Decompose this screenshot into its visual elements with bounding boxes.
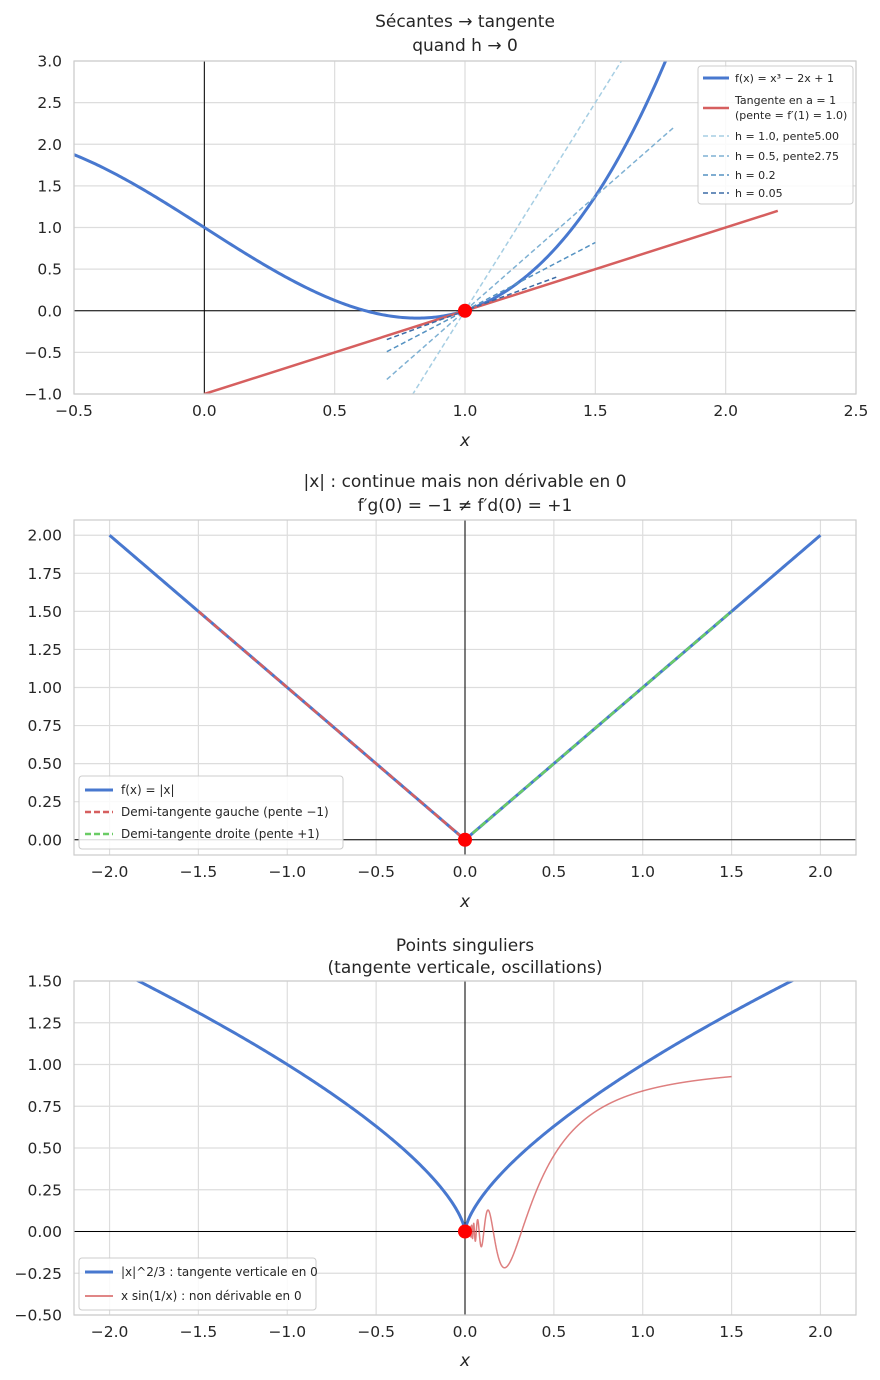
y-tick-label: 2.5	[37, 94, 62, 112]
panel1-legend-label-2: h = 1.0, pente5.00	[735, 130, 839, 143]
panel3-title-line2: (tangente verticale, oscillations)	[328, 958, 603, 978]
panel3-xlabel: x	[459, 1351, 471, 1371]
x-tick-label: 0.0	[453, 863, 478, 881]
y-tick-label: −1.0	[24, 386, 62, 404]
highlight-point	[458, 832, 472, 847]
panel2-xlabel: x	[459, 892, 471, 912]
panel1-xlabel: x	[459, 431, 471, 451]
panel1-legend-label-1b: (pente = f′(1) = 1.0)	[735, 109, 847, 122]
y-tick-label: 0.25	[27, 793, 62, 811]
panel1-legend-box	[697, 65, 854, 205]
x-tick-label: 0.0	[192, 402, 217, 420]
panel3-frame	[73, 980, 857, 1316]
y-tick-label: 0.75	[27, 717, 62, 735]
series-line-2	[411, 61, 623, 394]
series-line-3	[386, 127, 675, 380]
panel2-frame	[73, 519, 857, 856]
y-tick-label: 0.00	[27, 831, 62, 849]
panel3-title-line1: Points singuliers	[396, 936, 534, 956]
series-line-1	[197, 610, 466, 841]
panel1-legend-label-0: f(x) = x³ − 2x + 1	[735, 72, 834, 85]
x-tick-label: −0.5	[357, 863, 395, 881]
y-tick-label: 0.50	[27, 755, 62, 773]
y-tick-label: 0.00	[27, 1223, 62, 1241]
y-tick-label: 0.75	[27, 1098, 62, 1116]
y-tick-label: 1.5	[37, 177, 62, 195]
y-tick-label: 3.0	[37, 53, 62, 71]
y-tick-label: 2.00	[27, 527, 62, 545]
x-tick-label: −1.0	[268, 1323, 306, 1341]
y-tick-label: 1.25	[27, 1014, 62, 1032]
panel1-legend-label-1: Tangente en a = 1	[734, 94, 836, 107]
y-tick-label: 1.50	[27, 603, 62, 621]
x-tick-label: 0.5	[542, 1323, 567, 1341]
y-tick-label: 1.50	[27, 973, 62, 991]
x-tick-label: 1.0	[630, 863, 655, 881]
highlight-point	[458, 303, 472, 318]
panel1-title-line1: Sécantes → tangente	[375, 12, 555, 32]
panel1-legend-label-3: h = 0.5, pente2.75	[735, 150, 839, 163]
x-tick-label: 2.0	[713, 402, 738, 420]
y-tick-label: 1.75	[27, 565, 62, 583]
y-tick-label: −0.25	[15, 1265, 63, 1283]
panel2-legend-box	[78, 775, 344, 850]
x-tick-label: −2.0	[91, 1323, 129, 1341]
y-tick-label: −0.5	[24, 344, 62, 362]
panel1-frame	[73, 60, 857, 395]
x-tick-label: −1.0	[268, 863, 306, 881]
panel2-legend-label-0: f(x) = |x|	[121, 783, 175, 797]
x-tick-label: 0.0	[453, 1323, 478, 1341]
series-line-1	[466, 1075, 733, 1269]
x-tick-label: −1.5	[180, 863, 218, 881]
panel2-legend: f(x) = |x| Demi-tangente gauche (pente −…	[78, 775, 344, 850]
panel2-ticks: −2.0 −1.5 −1.0 −0.5 0.0 0.5 1.0 1.5 2.0 0.00 0.25 0…	[27, 527, 832, 881]
y-tick-label: 0.0	[37, 302, 62, 320]
x-tick-label: 1.0	[453, 402, 478, 420]
series-line-2	[464, 610, 733, 841]
panel2-legend-label-1: Demi-tangente gauche (pente −1)	[121, 805, 329, 819]
x-tick-label: 0.5	[542, 863, 567, 881]
panel3-legend-label-0: |x|^2/3 : tangente verticale en 0	[121, 1265, 318, 1279]
panel-abs: |x| : continue mais non dérivable en 0 f…	[27, 472, 857, 912]
y-tick-label: 1.00	[27, 1056, 62, 1074]
panel3-ticks: −2.0 −1.5 −1.0 −0.5 0.0 0.5 1.0 1.5 2.0 −0.50 −0.2…	[15, 973, 833, 1342]
x-tick-label: 0.5	[322, 402, 347, 420]
panel3-legend-box	[78, 1257, 317, 1311]
panel2-title-line2: f′g(0) = −1 ≠ f′d(0) = +1	[358, 496, 573, 516]
y-tick-label: 1.0	[37, 219, 62, 237]
panel-secantes: Sécantes → tangente quand h → 0 −0.5 0.0 0…	[24, 12, 868, 451]
y-tick-label: 0.5	[37, 261, 62, 279]
y-tick-label: 0.25	[27, 1181, 62, 1199]
x-tick-label: −0.5	[55, 402, 93, 420]
panel3-legend-label-1: x sin(1/x) : non dérivable en 0	[121, 1289, 302, 1303]
panel1-title-line2: quand h → 0	[412, 36, 518, 56]
panel2-legend-label-2: Demi-tangente droite (pente +1)	[121, 827, 320, 841]
highlight-point	[458, 1224, 472, 1239]
y-tick-label: 1.00	[27, 679, 62, 697]
series-line-4	[386, 241, 596, 353]
x-tick-label: 1.5	[719, 863, 744, 881]
x-tick-label: 2.0	[808, 1323, 833, 1341]
y-tick-label: 0.50	[27, 1140, 62, 1158]
x-tick-label: −0.5	[357, 1323, 395, 1341]
x-tick-label: −1.5	[180, 1323, 218, 1341]
y-tick-label: −0.50	[15, 1307, 63, 1325]
x-tick-label: 2.0	[808, 863, 833, 881]
x-tick-label: −2.0	[91, 863, 129, 881]
x-tick-label: 1.5	[719, 1323, 744, 1341]
y-tick-label: 2.0	[37, 136, 62, 154]
panel2-title-line1: |x| : continue mais non dérivable en 0	[304, 472, 627, 492]
panel1-legend: f(x) = x³ − 2x + 1 Tangente en a = 1 (pe…	[697, 65, 854, 205]
x-tick-label: 1.5	[583, 402, 608, 420]
y-tick-label: 1.25	[27, 641, 62, 659]
panel1-legend-label-4: h = 0.2	[735, 169, 776, 182]
panel-singuliers: Points singuliers (tangente verticale, o…	[15, 936, 857, 1371]
x-tick-label: 2.5	[844, 402, 869, 420]
series-line-1	[203, 209, 779, 394]
panel1-ticks: −0.5 0.0 0.5 1.0 1.5 2.0 2.5−1.0−0.50.00.51.01…	[24, 53, 868, 421]
x-tick-label: 1.0	[630, 1323, 655, 1341]
panel1-legend-label-5: h = 0.05	[735, 187, 783, 200]
panel3-legend: |x|^2/3 : tangente verticale en 0 x sin(…	[78, 1257, 318, 1311]
